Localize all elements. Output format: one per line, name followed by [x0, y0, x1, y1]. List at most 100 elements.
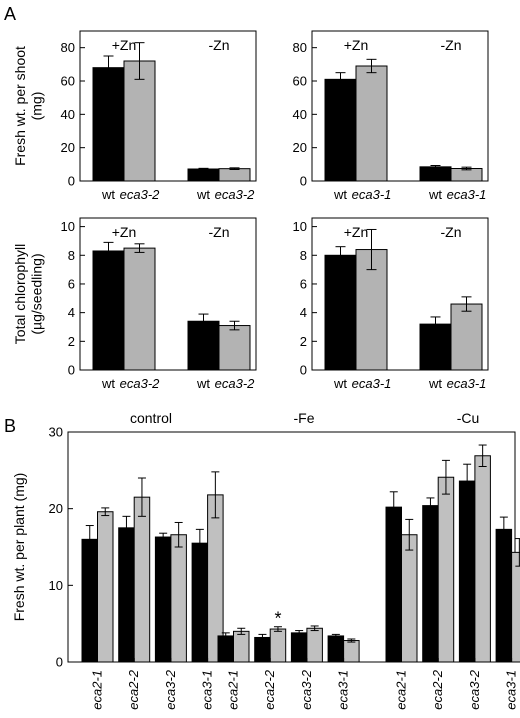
y-tick-label: 0: [300, 174, 307, 189]
condition-label: -Cu: [457, 410, 480, 426]
y-tick-label: 0: [300, 363, 307, 378]
y-tick-label: 20: [293, 140, 307, 155]
condition-label: control: [130, 410, 172, 426]
bar: [187, 320, 220, 371]
x-category-label: eca3-1: [336, 670, 351, 710]
chart-a3: 0 2 4 6 8 10 +Zn wt eca3-2 -Zn wt eca3-2 Total chlor…: [12, 217, 257, 391]
bar: [401, 534, 418, 663]
y-tick-label: 60: [61, 74, 75, 89]
y-tick-label: 8: [68, 248, 75, 263]
bar: [269, 628, 287, 663]
y-tick-label: 6: [68, 276, 75, 291]
bar: [187, 168, 220, 182]
chart-b: 0 10 20 30 control eca2-1 eca2-2 eca3-2 eca3-1 -F…: [11, 410, 520, 710]
x-category-label: eca2-1: [394, 670, 409, 710]
bar: [495, 528, 513, 663]
condition-label: -Fe: [294, 410, 315, 426]
y-tick-label: 60: [293, 74, 307, 89]
x-category-label-mutant: eca3-2: [215, 187, 256, 202]
y-tick-label: 4: [300, 305, 307, 320]
bar: [97, 511, 114, 663]
x-category-label-mutant: eca3-1: [447, 187, 487, 202]
panel-letter-a: A: [4, 4, 16, 24]
bar: [324, 254, 357, 371]
y-tick-label: 20: [49, 501, 63, 516]
y-tick-label: 0: [68, 363, 75, 378]
x-category-label: eca3-2: [163, 669, 178, 710]
bar: [81, 538, 98, 663]
x-category-label: eca2-1: [90, 670, 105, 710]
bar: [355, 65, 388, 182]
panel-letter-b: B: [4, 416, 16, 436]
bar: [92, 67, 125, 182]
x-category-label-wt: wt: [101, 187, 115, 202]
bar: [218, 168, 251, 182]
chart-a2: 0 20 40 60 80 +Zn wt eca3-1 -Zn wt eca3-1: [293, 30, 489, 202]
x-category-label: eca2-2: [262, 669, 277, 710]
bar: [458, 480, 476, 663]
x-category-label: eca2-1: [226, 670, 241, 710]
bar: [123, 60, 156, 182]
x-category-label-mutant: eca3-1: [352, 376, 392, 391]
bar: [306, 627, 323, 663]
y-tick-label: 4: [68, 305, 75, 320]
bar: [437, 476, 455, 663]
condition-label: +Zn: [112, 37, 137, 53]
condition-label: -Zn: [209, 37, 230, 53]
bar: [118, 527, 135, 663]
x-category-label: eca3-2: [299, 669, 314, 710]
bar: [511, 551, 520, 663]
bar: [385, 506, 402, 663]
y-axis-label-line: (µg/seedling): [28, 253, 44, 334]
plot-frame: [311, 217, 489, 371]
y-axis-label-line: (mg): [28, 92, 44, 121]
bar: [324, 78, 357, 182]
x-category-label-mutant: eca3-1: [447, 376, 487, 391]
condition-label: -Zn: [209, 224, 230, 240]
y-tick-label: 10: [49, 578, 63, 593]
bar: [422, 505, 439, 663]
x-category-label: eca3-1: [504, 670, 519, 710]
bar: [170, 534, 187, 663]
plot-frame: [79, 30, 257, 182]
bar: [474, 455, 491, 663]
bar: [343, 640, 360, 663]
x-category-label-wt: wt: [428, 187, 442, 202]
y-tick-label: 6: [300, 276, 307, 291]
x-category-label: eca3-2: [467, 669, 482, 710]
bar: [450, 303, 483, 371]
chart-a4: 0 2 4 6 8 10 +Zn wt eca3-1 -Zn wt eca3-1: [293, 217, 489, 391]
x-category-label-mutant: eca3-2: [120, 187, 161, 202]
y-tick-label: 80: [293, 40, 307, 55]
y-tick-label: 0: [68, 174, 75, 189]
y-axis-label-line: Total chlorophyll: [12, 244, 28, 344]
bar: [133, 496, 151, 663]
significance-marker: *: [274, 609, 281, 629]
bar: [123, 247, 156, 371]
x-category-label-wt: wt: [428, 376, 442, 391]
y-tick-label: 2: [300, 334, 307, 349]
condition-label: -Zn: [441, 37, 462, 53]
y-axis-label-line: Fresh wt. per shoot: [12, 46, 28, 166]
y-tick-label: 20: [61, 140, 75, 155]
y-tick-label: 10: [61, 219, 75, 234]
x-category-label: eca3-1: [200, 670, 215, 710]
x-category-label-wt: wt: [101, 376, 115, 391]
bar: [290, 632, 308, 663]
y-tick-label: 0: [56, 655, 63, 670]
bar: [419, 166, 452, 182]
x-category-label-mutant: eca3-2: [120, 376, 161, 391]
y-tick-label: 40: [61, 107, 75, 122]
y-tick-label: 80: [61, 40, 75, 55]
bar: [327, 635, 345, 663]
bar: [191, 542, 209, 663]
y-axis-label: Fresh wt. per plant (mg): [11, 473, 27, 622]
bar: [217, 635, 234, 663]
condition-label: -Zn: [441, 224, 462, 240]
bar: [233, 630, 250, 663]
x-category-label: eca2-2: [430, 669, 445, 710]
y-axis-label: Total chlorophyll(µg/seedling): [12, 244, 44, 344]
x-category-label-wt: wt: [333, 187, 347, 202]
condition-label: +Zn: [344, 224, 369, 240]
